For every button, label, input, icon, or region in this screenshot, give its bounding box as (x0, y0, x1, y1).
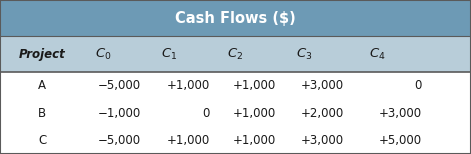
Text: Cash Flows ($): Cash Flows ($) (175, 11, 296, 26)
Text: +3,000: +3,000 (300, 134, 344, 147)
Text: $\mathit{C}_{3}$: $\mathit{C}_{3}$ (296, 47, 312, 62)
Text: 0: 0 (414, 79, 422, 93)
Text: A: A (39, 79, 46, 93)
Text: +3,000: +3,000 (378, 107, 422, 120)
Text: +1,000: +1,000 (232, 134, 276, 147)
FancyBboxPatch shape (0, 127, 471, 154)
FancyBboxPatch shape (0, 0, 471, 36)
Text: +1,000: +1,000 (232, 79, 276, 93)
Text: C: C (38, 134, 47, 147)
Text: Project: Project (19, 48, 66, 61)
Text: +5,000: +5,000 (378, 134, 422, 147)
Text: −5,000: −5,000 (98, 134, 141, 147)
Text: +1,000: +1,000 (232, 107, 276, 120)
Text: −1,000: −1,000 (98, 107, 141, 120)
Text: −5,000: −5,000 (98, 79, 141, 93)
Text: +3,000: +3,000 (300, 79, 344, 93)
FancyBboxPatch shape (0, 72, 471, 100)
Text: +1,000: +1,000 (166, 134, 210, 147)
FancyBboxPatch shape (0, 100, 471, 127)
Text: 0: 0 (202, 107, 210, 120)
Text: $\mathit{C}_{4}$: $\mathit{C}_{4}$ (368, 47, 385, 62)
Text: +1,000: +1,000 (166, 79, 210, 93)
Text: $\mathit{C}_{0}$: $\mathit{C}_{0}$ (95, 47, 112, 62)
Text: B: B (38, 107, 47, 120)
Text: $\mathit{C}_{1}$: $\mathit{C}_{1}$ (162, 47, 178, 62)
Text: $\mathit{C}_{2}$: $\mathit{C}_{2}$ (227, 47, 244, 62)
Text: +2,000: +2,000 (300, 107, 344, 120)
FancyBboxPatch shape (0, 36, 471, 72)
